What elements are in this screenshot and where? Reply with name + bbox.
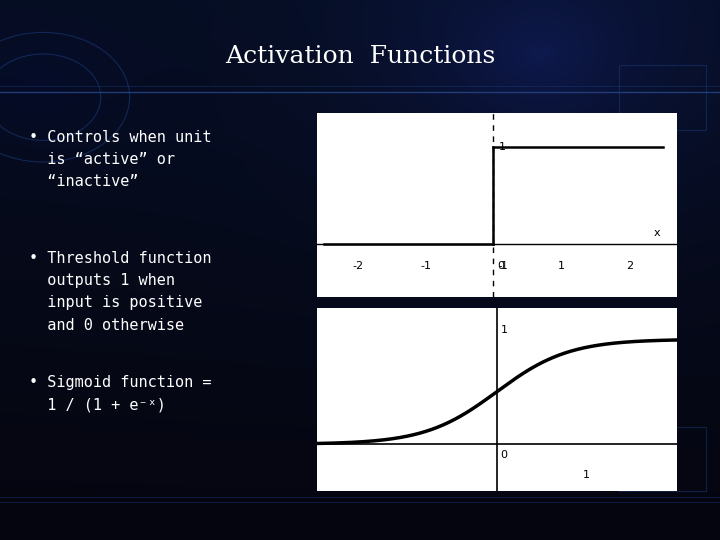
Text: Activation  Functions: Activation Functions — [225, 45, 495, 68]
Text: 1: 1 — [583, 470, 590, 481]
Text: • Controls when unit
  is “active” or
  “inactive”: • Controls when unit is “active” or “ina… — [29, 130, 211, 189]
Text: • Threshold function
  outputs 1 when
  input is positive
  and 0 otherwise: • Threshold function outputs 1 when inpu… — [29, 251, 211, 333]
Text: 1: 1 — [558, 261, 564, 271]
Text: -1: -1 — [420, 261, 431, 271]
Text: -1: -1 — [499, 261, 508, 271]
Text: 0: 0 — [500, 450, 508, 461]
Text: -2: -2 — [352, 261, 363, 271]
Text: 1: 1 — [499, 142, 506, 152]
Text: • Sigmoid function =
  1 / (1 + e⁻ˣ): • Sigmoid function = 1 / (1 + e⁻ˣ) — [29, 375, 211, 413]
Text: 2: 2 — [626, 261, 633, 271]
Text: 0: 0 — [497, 261, 504, 271]
Text: 1: 1 — [500, 325, 508, 335]
Text: x: x — [653, 228, 660, 238]
